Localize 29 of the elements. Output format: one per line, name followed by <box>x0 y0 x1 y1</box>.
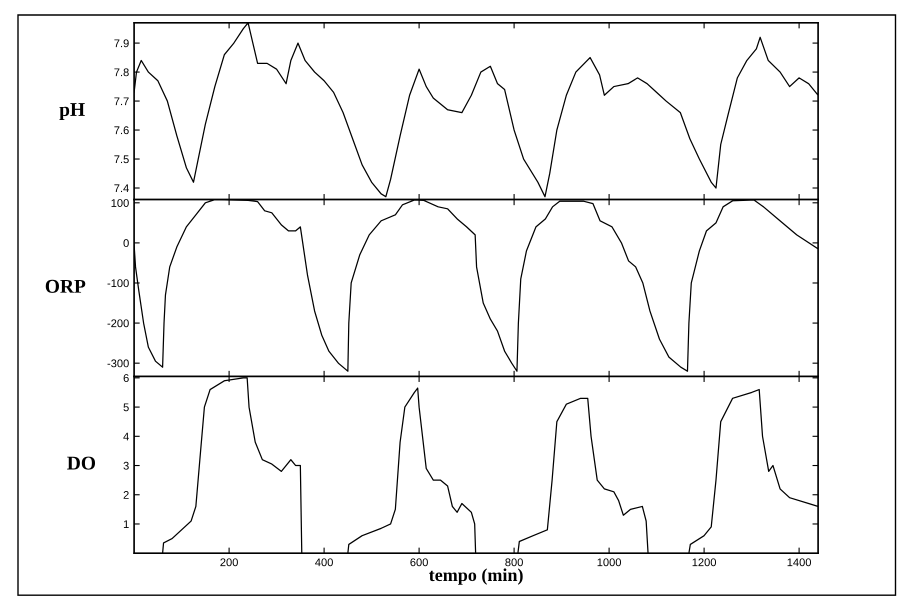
x-tick-label: 1200 <box>692 558 716 566</box>
x-tick-label: 400 <box>315 558 333 566</box>
x-tick-label: 200 <box>220 558 238 566</box>
y-tick-label: 7.5 <box>114 155 129 164</box>
x-tick-label: 1000 <box>598 558 622 566</box>
y-tick-label: 2 <box>124 491 129 499</box>
y-tick-label: 7.8 <box>114 68 129 76</box>
y-tick-label: 3 <box>123 462 129 470</box>
y-tick-label: 7.4 <box>114 184 129 192</box>
y-axis-title: pH <box>59 103 85 120</box>
y-tick-label: 7.6 <box>114 126 129 134</box>
y-tick-label: 0 <box>123 239 129 248</box>
y-axis-title: DO <box>67 456 96 470</box>
x-tick-label: 600 <box>410 558 428 566</box>
x-tick-label: 800 <box>505 558 523 566</box>
y-tick-label: 7.9 <box>114 39 129 48</box>
y-tick-label: -100 <box>107 279 129 288</box>
y-tick-label: 1 <box>124 520 129 528</box>
y-axis-title: ORP <box>46 280 86 293</box>
x-tick-label: 1400 <box>788 558 812 566</box>
y-tick-label: 5 <box>124 403 129 412</box>
y-tick-label: -300 <box>107 359 129 368</box>
y-tick-label: 6 <box>124 374 129 382</box>
y-tick-label: 4 <box>123 432 129 440</box>
y-tick-label: 100 <box>112 199 129 207</box>
x-axis-title: tempo (min) <box>429 568 523 585</box>
y-tick-label: -200 <box>107 319 129 328</box>
line-series <box>134 22 818 198</box>
y-tick-label: 7.7 <box>114 97 129 106</box>
